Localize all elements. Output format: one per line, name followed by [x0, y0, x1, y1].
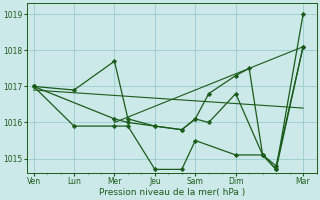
X-axis label: Pression niveau de la mer( hPa ): Pression niveau de la mer( hPa ) [99, 188, 245, 197]
